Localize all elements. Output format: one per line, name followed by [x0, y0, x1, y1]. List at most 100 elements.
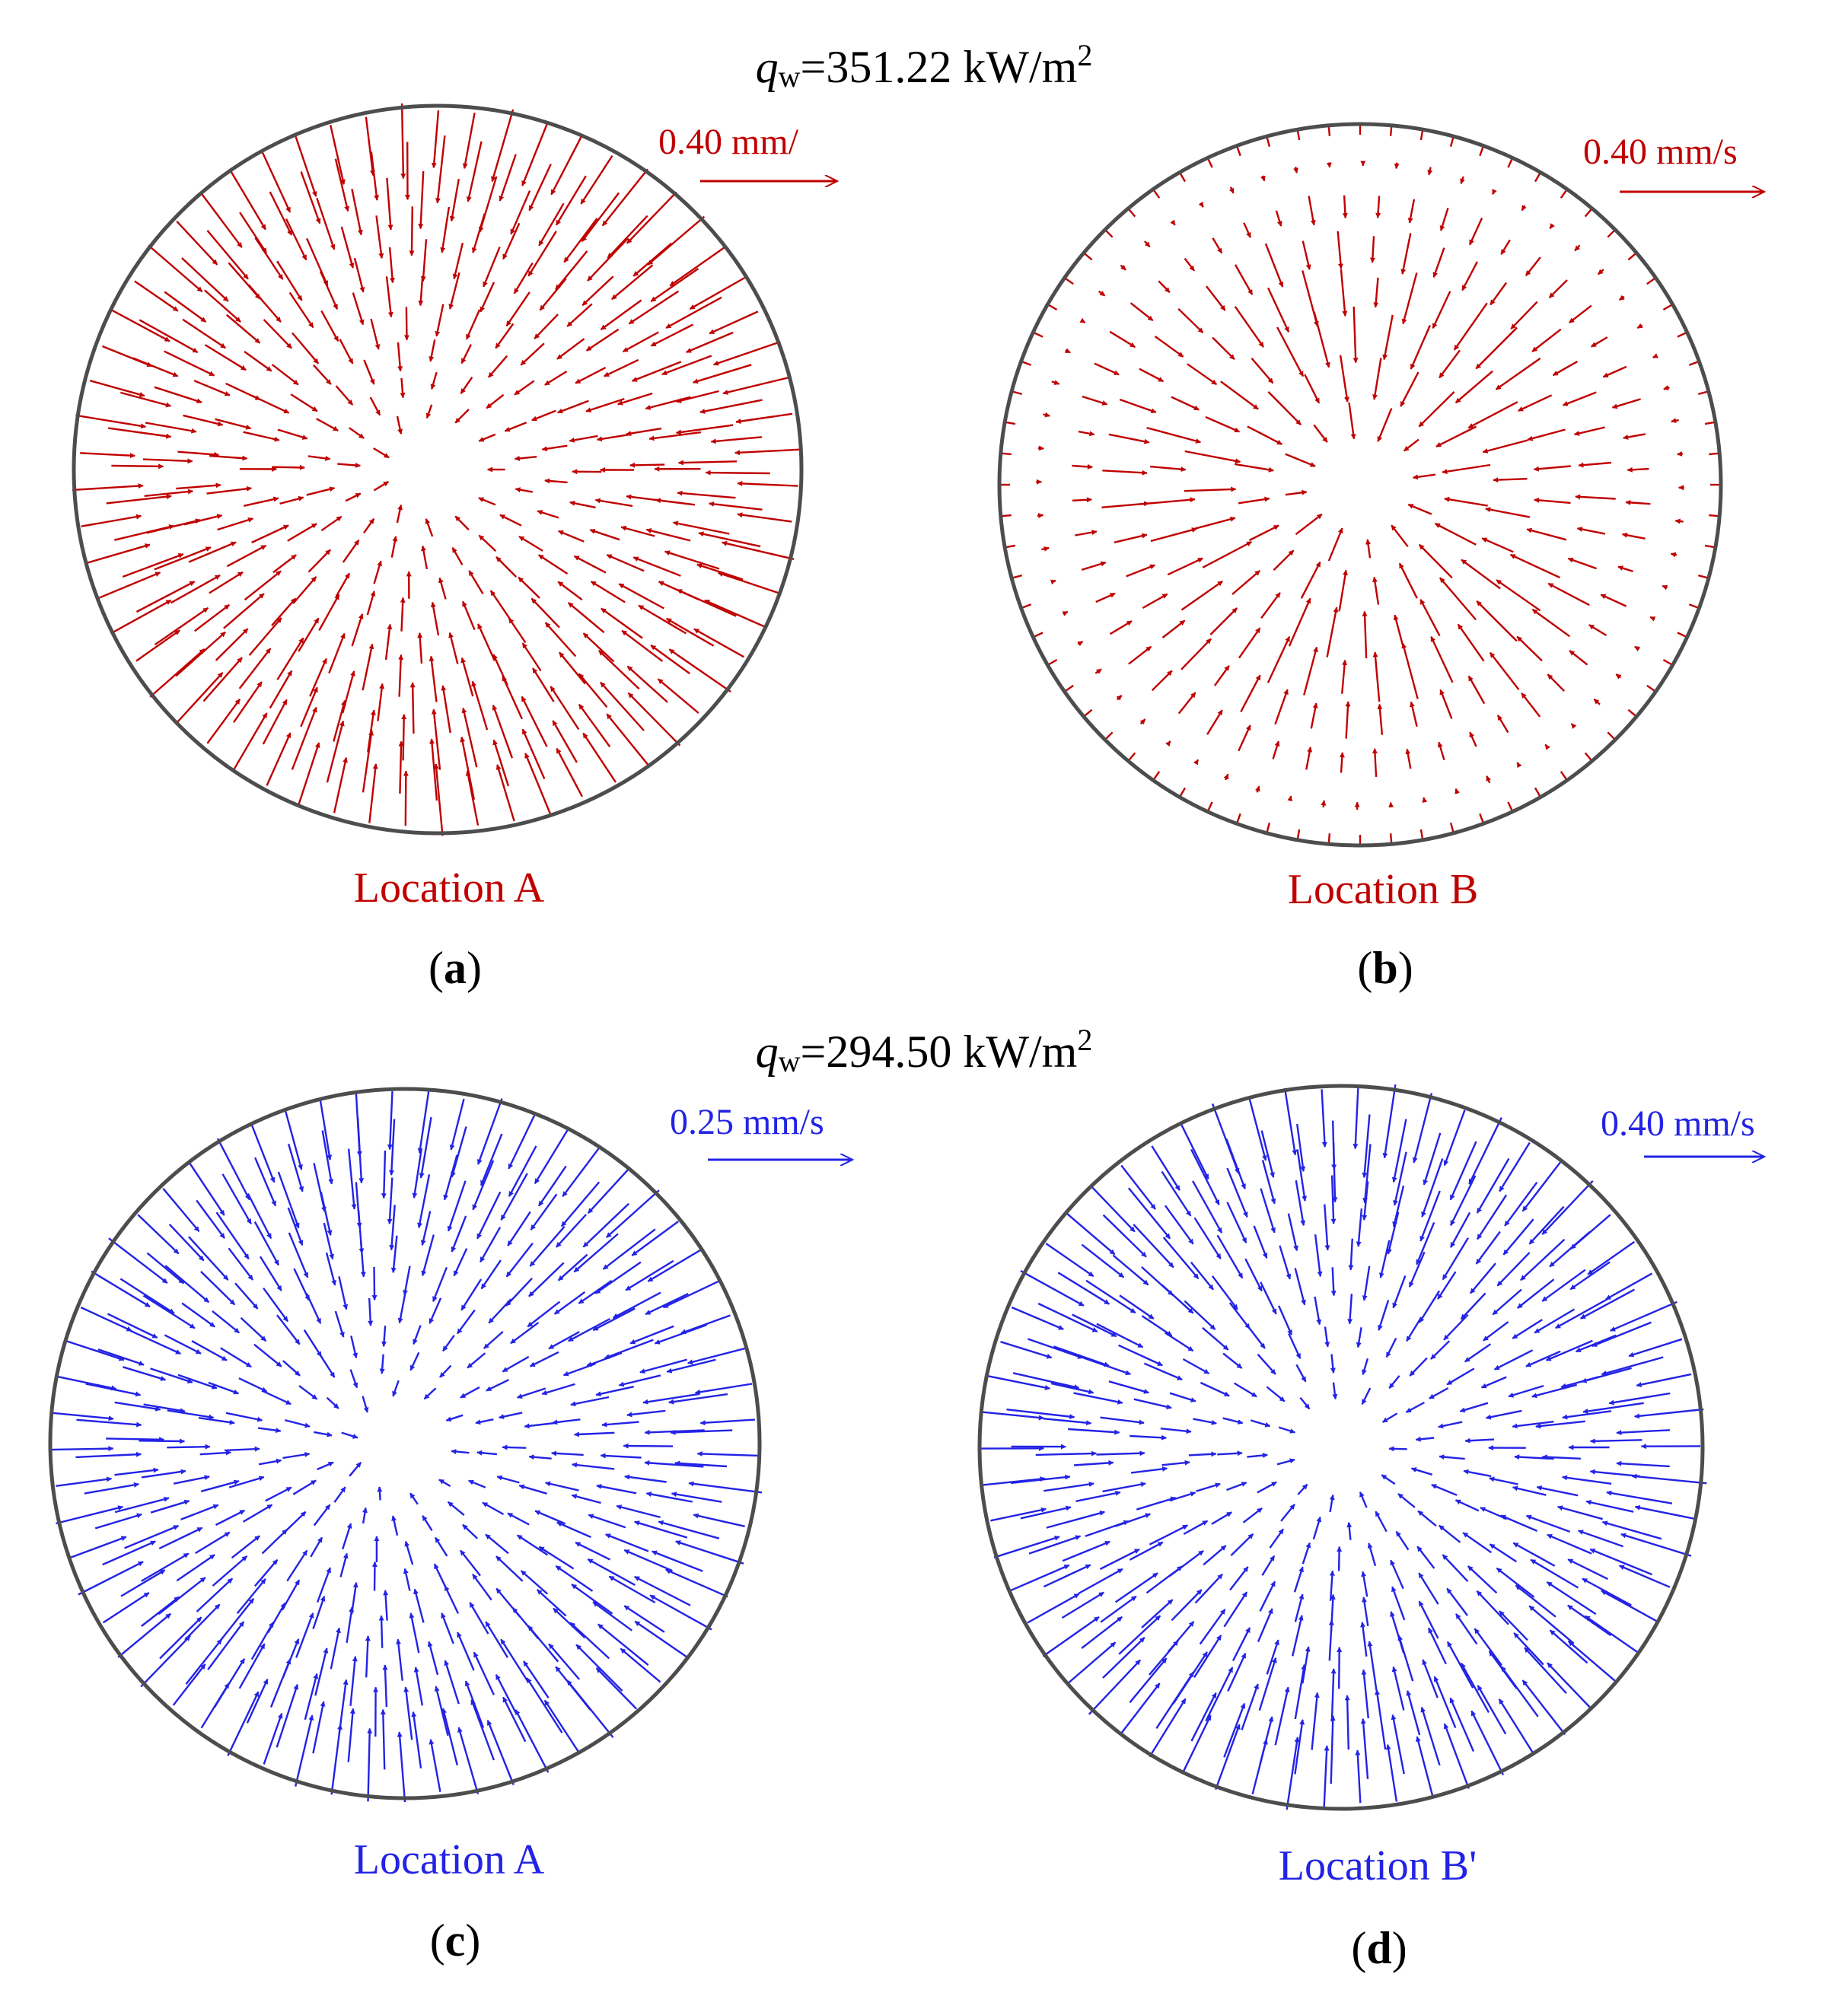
velocity-vector: [645, 528, 691, 542]
velocity-vector: [1617, 565, 1633, 573]
velocity-vector: [345, 492, 362, 502]
velocity-vector: [582, 1202, 629, 1248]
velocity-vector: [368, 763, 378, 823]
velocity-vector: [1228, 186, 1235, 194]
velocity-vector: [1449, 1697, 1475, 1752]
velocity-vector: [680, 1314, 731, 1335]
velocity-vector: [334, 1310, 345, 1338]
velocity-vector: [300, 686, 318, 727]
velocity-vector: [1597, 269, 1604, 275]
velocity-vector: [417, 1087, 430, 1154]
velocity-vector: [1531, 608, 1571, 638]
velocity-vector: [1429, 1387, 1449, 1399]
velocity-vector: [674, 1460, 728, 1468]
velocity-vector: [1517, 1278, 1555, 1309]
velocity-vector: [292, 576, 317, 604]
velocity-vector: [1552, 361, 1578, 377]
velocity-vector: [496, 1475, 520, 1484]
velocity-vector: [1264, 243, 1284, 288]
velocity-vector: [665, 296, 722, 329]
velocity-vector: [313, 1431, 333, 1437]
velocity-vector: [1381, 1474, 1396, 1485]
velocity-vector: [1391, 1586, 1406, 1621]
velocity-vector: [1601, 1590, 1659, 1623]
velocity-vector: [1109, 330, 1136, 349]
velocity-vector: [570, 1396, 610, 1407]
velocity-vector: [1634, 1504, 1694, 1520]
velocity-vector: [1238, 724, 1251, 752]
velocity-vector: [142, 458, 193, 464]
velocity-vector: [373, 480, 390, 492]
panel-b-vectors: [999, 124, 1721, 845]
velocity-vector: [164, 291, 207, 323]
velocity-vector: [596, 433, 632, 442]
velocity-vector: [231, 1535, 260, 1559]
velocity-vector: [1272, 740, 1280, 759]
velocity-vector: [698, 531, 761, 548]
velocity-vector: [1442, 1237, 1470, 1281]
velocity-vector: [295, 1714, 314, 1787]
velocity-vector: [1521, 205, 1527, 212]
velocity-vector: [1337, 1646, 1343, 1689]
velocity-vector: [500, 1638, 530, 1683]
velocity-vector: [527, 231, 557, 277]
velocity-vector: [269, 1658, 292, 1708]
velocity-vector: [573, 1431, 615, 1437]
velocity-vector: [1149, 465, 1187, 473]
velocity-vector: [128, 1329, 181, 1355]
velocity-vector: [528, 1454, 552, 1460]
velocity-vector: [1238, 627, 1261, 659]
velocity-vector: [1139, 368, 1165, 383]
velocity-vector: [538, 554, 569, 575]
velocity-vector: [600, 681, 645, 731]
velocity-vector: [562, 1147, 601, 1198]
velocity-vector: [134, 280, 179, 312]
velocity-vector: [1116, 695, 1123, 701]
velocity-vector: [1541, 1180, 1594, 1235]
velocity-vector: [313, 364, 332, 385]
velocity-vector: [1528, 1205, 1565, 1245]
velocity-vector: [1476, 1590, 1509, 1625]
velocity-vector: [250, 1622, 275, 1660]
velocity-vector: [226, 544, 267, 568]
velocity-vector: [486, 1720, 515, 1785]
velocity-vector: [204, 289, 241, 323]
velocity-vector: [1391, 524, 1409, 548]
velocity-vector: [1462, 1532, 1493, 1554]
velocity-vector: [373, 560, 383, 584]
velocity-vector: [1512, 1319, 1543, 1339]
velocity-vector: [1369, 236, 1375, 263]
velocity-vector: [513, 262, 534, 294]
velocity-vector: [202, 657, 243, 702]
velocity-vector: [199, 191, 243, 248]
velocity-vector: [534, 1510, 566, 1525]
velocity-vector: [382, 1664, 388, 1708]
velocity-vector: [592, 1307, 636, 1332]
velocity-vector: [658, 1520, 720, 1539]
velocity-vector: [398, 740, 404, 794]
velocity-vector: [228, 1247, 254, 1281]
velocity-vector: [1226, 1167, 1248, 1218]
velocity-vector: [557, 1253, 588, 1281]
velocity-vector: [1439, 689, 1453, 719]
velocity-vector: [1074, 1460, 1114, 1466]
velocity-vector: [282, 1360, 301, 1377]
velocity-vector: [1223, 1702, 1246, 1758]
velocity-vector: [1600, 594, 1627, 607]
velocity-vector: [631, 361, 682, 382]
velocity-vector: [1254, 785, 1260, 793]
velocity-vector: [1353, 1087, 1359, 1150]
velocity-vector: [531, 597, 560, 629]
velocity-vector: [1579, 1288, 1636, 1320]
velocity-vector: [495, 1555, 524, 1582]
velocity-vector: [548, 1331, 580, 1350]
velocity-vector: [1085, 1279, 1136, 1314]
velocity-vector: [1526, 527, 1567, 541]
velocity-vector: [1314, 1296, 1322, 1326]
velocity-vector: [472, 1574, 492, 1601]
velocity-vector: [526, 1677, 563, 1733]
velocity-vector: [1570, 1214, 1611, 1250]
velocity-vector: [441, 1708, 458, 1765]
velocity-vector: [1190, 1261, 1215, 1291]
panel-a: 0.40 mm/ Location A (a): [72, 103, 837, 993]
